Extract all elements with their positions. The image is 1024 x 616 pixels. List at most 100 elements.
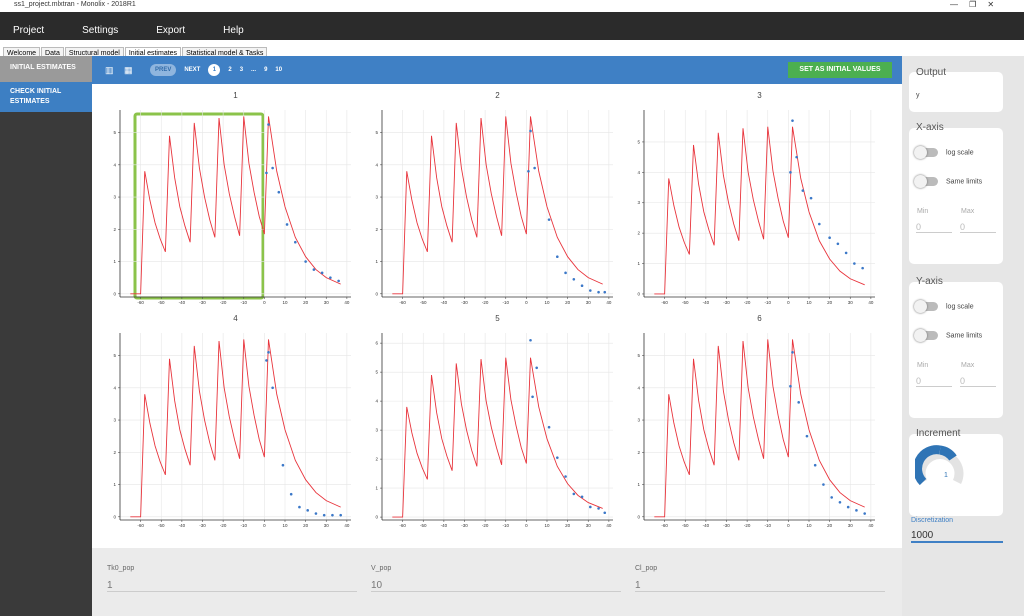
- grid-icon[interactable]: ▦: [124, 65, 133, 75]
- toggle[interactable]: [914, 175, 938, 188]
- y-tick-label: 0: [637, 291, 640, 296]
- toggle[interactable]: [914, 329, 938, 342]
- observation: [533, 166, 536, 170]
- x-axis-card: X-axis log scale Same limits Min Max 0 0: [909, 122, 1003, 264]
- window-controls[interactable]: — ❐ ✕: [950, 0, 995, 9]
- discretization-label: Discretization: [911, 517, 954, 524]
- x-tick-label: -40: [441, 523, 448, 528]
- set-initial-button[interactable]: SET AS INITIAL VALUES: [788, 62, 892, 78]
- prediction-line: [130, 116, 341, 295]
- param-input[interactable]: 10: [371, 580, 621, 592]
- y-axis-label: Y-axis: [916, 276, 943, 287]
- max-input[interactable]: 0: [960, 376, 996, 387]
- pager-item[interactable]: 9: [264, 67, 268, 73]
- toggle[interactable]: [914, 146, 938, 159]
- chart-title: 6: [757, 314, 762, 323]
- chart-icon[interactable]: ▥: [105, 65, 114, 75]
- y-tick-label: 0: [375, 515, 378, 520]
- pager-item[interactable]: PREV: [150, 64, 177, 76]
- menu-item[interactable]: Export: [156, 25, 186, 36]
- prediction-line: [392, 116, 603, 295]
- observation: [265, 171, 268, 175]
- observation: [267, 351, 270, 354]
- title-bar: ss1_project.mlxtran - Monolix - 2018R1 —…: [0, 0, 1024, 12]
- min-input[interactable]: 0: [916, 376, 952, 387]
- observation: [603, 290, 607, 294]
- increment-gauge[interactable]: [915, 444, 965, 494]
- x-tick-label: 0: [787, 523, 790, 528]
- pager-item[interactable]: 2: [228, 67, 232, 73]
- x-tick-label: -10: [764, 523, 771, 528]
- x-tick-label: 30: [586, 300, 592, 305]
- y-tick-label: 5: [375, 370, 378, 375]
- x-tick-label: 10: [544, 300, 550, 305]
- pager-item[interactable]: 3: [239, 67, 244, 73]
- x-tick-label: -60: [661, 300, 668, 305]
- observation: [838, 500, 842, 504]
- y-tick-label: 4: [637, 170, 640, 175]
- observation: [818, 222, 821, 226]
- y-tick-label: 2: [375, 457, 378, 462]
- observation: [844, 251, 848, 255]
- y-tick-label: 1: [637, 261, 640, 266]
- y-tick-label: 5: [113, 130, 116, 135]
- prediction-line: [392, 357, 603, 518]
- observation: [285, 223, 289, 226]
- observation: [572, 277, 576, 281]
- x-tick-label: 20: [303, 300, 309, 305]
- pager-item[interactable]: NEXT: [184, 67, 201, 73]
- observation: [791, 351, 794, 354]
- param-name: Tk0_pop: [107, 565, 135, 572]
- nav-item[interactable]: CHECK INITIAL ESTIMATES: [0, 82, 92, 112]
- y-tick-label: 3: [375, 195, 378, 200]
- menu-item[interactable]: Settings: [82, 25, 119, 36]
- x-tick-label: 0: [525, 300, 528, 305]
- x-axis-label: X-axis: [916, 122, 944, 133]
- observation: [527, 169, 530, 173]
- x-tick-label: -30: [461, 300, 468, 305]
- y-tick-label: 2: [375, 227, 378, 232]
- observation: [312, 268, 316, 271]
- observation: [791, 119, 794, 122]
- x-tick-label: 0: [263, 300, 266, 305]
- observation: [547, 425, 551, 429]
- param-input[interactable]: 1: [635, 580, 885, 592]
- x-tick-label: -20: [744, 300, 751, 305]
- observation: [277, 190, 281, 194]
- observation: [589, 289, 592, 292]
- observation: [529, 129, 532, 133]
- pager-item[interactable]: 1: [208, 64, 221, 76]
- param-input[interactable]: 1: [107, 580, 357, 592]
- observation: [809, 196, 813, 200]
- y-tick-label: 5: [375, 130, 378, 135]
- x-tick-label: 0: [263, 523, 266, 528]
- discretization-input[interactable]: 1000: [911, 530, 1003, 543]
- y-tick-label: 5: [637, 353, 640, 358]
- sidebar: INITIAL ESTIMATES CHECK INITIAL ESTIMATE…: [0, 56, 92, 616]
- min-input[interactable]: 0: [916, 222, 952, 233]
- x-tick-label: -60: [661, 523, 668, 528]
- x-tick-label: -10: [240, 300, 247, 305]
- increment-card: Increment 1: [909, 428, 1003, 516]
- menu-item[interactable]: Help: [223, 25, 244, 36]
- toggle[interactable]: [914, 300, 938, 313]
- x-tick-label: -20: [744, 523, 751, 528]
- max-input[interactable]: 0: [960, 222, 996, 233]
- pager-item[interactable]: ...: [251, 67, 257, 73]
- menu-item[interactable]: Project: [13, 25, 45, 36]
- x-tick-label: 30: [848, 300, 854, 305]
- observation: [564, 271, 567, 275]
- x-tick-label: 10: [282, 523, 288, 528]
- x-tick-label: -40: [179, 300, 186, 305]
- observation: [564, 475, 567, 478]
- nav-item[interactable]: INITIAL ESTIMATES: [0, 56, 92, 82]
- y-tick-label: 4: [637, 385, 640, 390]
- x-tick-label: 40: [344, 523, 350, 528]
- observation: [339, 513, 342, 517]
- observation: [289, 492, 293, 496]
- chart-title: 3: [757, 91, 762, 100]
- pager-item[interactable]: 10: [275, 67, 283, 73]
- output-value[interactable]: y: [916, 92, 920, 99]
- x-tick-label: 20: [827, 523, 833, 528]
